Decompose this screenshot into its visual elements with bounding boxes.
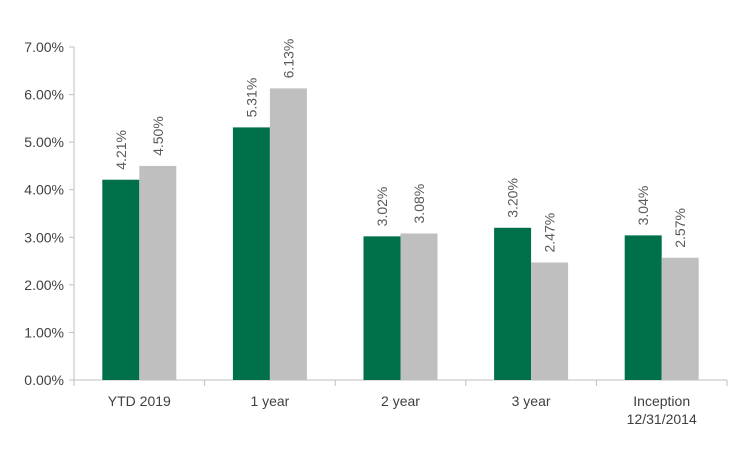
bar [363, 236, 401, 380]
y-tick-label: 6.00% [24, 87, 64, 103]
bar [400, 233, 438, 380]
x-tick-label: 1 year [250, 393, 289, 409]
data-label: 3.02% [374, 187, 390, 227]
x-tick-label: 3 year [512, 393, 551, 409]
axes: 0.00% 1.00% 2.00% 3.00% 4.00% 5.00% 6.00% 7.00%… [24, 39, 728, 427]
y-tick-label: 0.00% [24, 372, 64, 388]
data-label: 5.31% [243, 78, 259, 118]
data-label: 2.57% [672, 208, 688, 248]
data-label: 4.21% [113, 130, 129, 170]
data-label: 4.50% [150, 116, 166, 156]
data-label: 3.04% [635, 186, 651, 226]
bar [232, 127, 270, 380]
data-label: 6.13% [280, 39, 296, 79]
bar [269, 88, 307, 380]
bar [102, 179, 140, 380]
x-tick-label: 2 year [381, 393, 420, 409]
x-tick-label: Inception [633, 393, 690, 409]
data-label: 2.47% [542, 213, 558, 253]
bar [531, 262, 569, 380]
bar [139, 165, 177, 380]
bar [624, 235, 662, 380]
y-tick-label: 7.00% [24, 39, 64, 55]
y-tick-label: 2.00% [24, 277, 64, 293]
data-labels: 4.21% 4.50% 5.31% 6.13% 3.02% 3.08% 3.20% 2.47%… [113, 39, 688, 253]
bars [102, 88, 699, 380]
data-label: 3.08% [411, 184, 427, 224]
bar [494, 227, 532, 380]
y-tick-label: 3.00% [24, 229, 64, 245]
y-tick-label: 1.00% [24, 324, 64, 340]
data-label: 3.20% [505, 178, 521, 218]
bar [661, 257, 699, 380]
x-tick-label: 12/31/2014 [627, 411, 697, 427]
y-tick-label: 5.00% [24, 134, 64, 150]
x-tick-label: YTD 2019 [108, 393, 171, 409]
y-tick-label: 4.00% [24, 182, 64, 198]
